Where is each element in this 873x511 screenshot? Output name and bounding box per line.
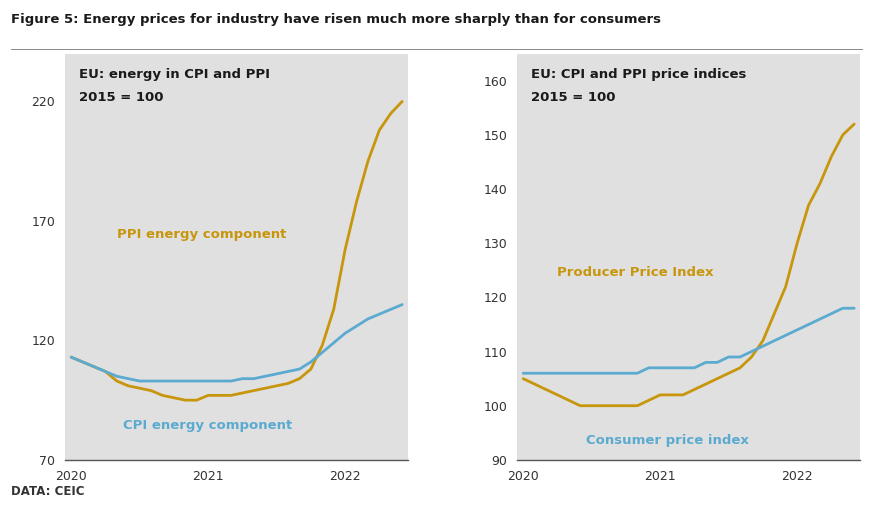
Text: Consumer price index: Consumer price index bbox=[586, 434, 749, 447]
Text: DATA: CEIC: DATA: CEIC bbox=[11, 485, 85, 498]
Text: EU: CPI and PPI price indices: EU: CPI and PPI price indices bbox=[531, 68, 746, 81]
Text: Figure 5: Energy prices for industry have risen much more sharply than for consu: Figure 5: Energy prices for industry hav… bbox=[11, 13, 662, 26]
Text: EU: energy in CPI and PPI: EU: energy in CPI and PPI bbox=[79, 68, 270, 81]
Text: PPI energy component: PPI energy component bbox=[117, 228, 286, 241]
Text: CPI energy component: CPI energy component bbox=[122, 419, 292, 432]
Text: 2015 = 100: 2015 = 100 bbox=[79, 91, 163, 104]
Text: 2015 = 100: 2015 = 100 bbox=[531, 91, 615, 104]
Text: Producer Price Index: Producer Price Index bbox=[558, 266, 714, 278]
